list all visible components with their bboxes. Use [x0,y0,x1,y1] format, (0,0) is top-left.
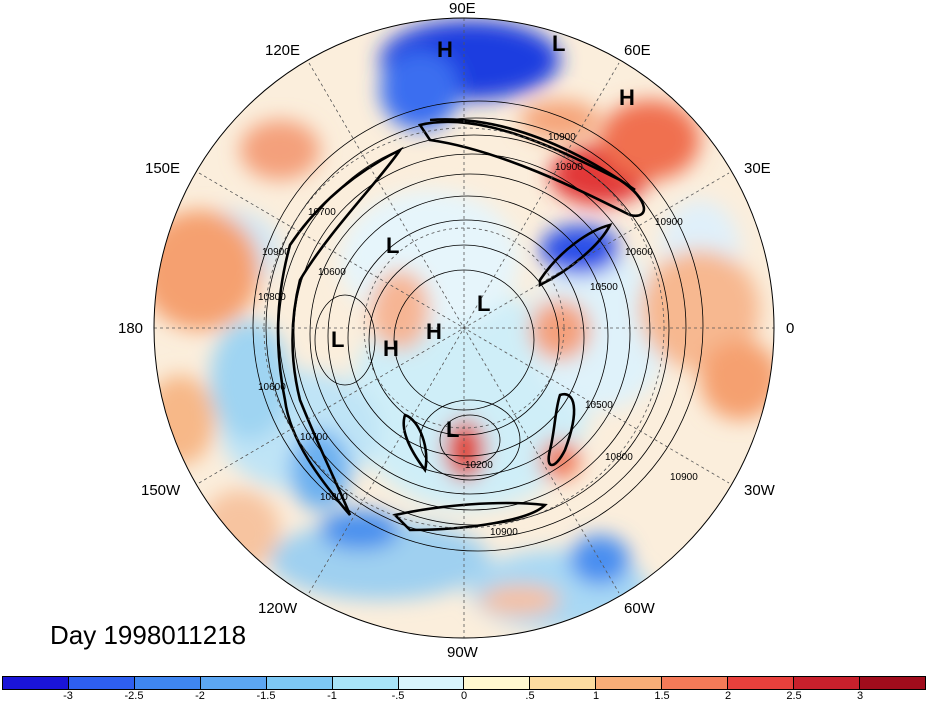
lon-label-60e: 60E [624,42,651,59]
pressure-center-label: L [386,233,400,258]
pressure-center-label: L [446,417,460,442]
colorbar-tick-label: -2.5 [124,690,144,702]
pressure-center-label: L [552,31,566,56]
contour-label: 10800 [605,452,633,463]
colorbar-tick-label: -.5 [391,690,405,702]
lon-label-30e: 30E [744,160,771,177]
colorbar-segment [464,677,531,689]
lon-label-0: 0 [786,320,795,337]
lon-label-120e: 120E [265,42,301,59]
contour-label: 10700 [300,432,328,443]
contour-label: 10800 [320,492,348,503]
contour-label: 10600 [258,382,286,393]
colorbar-tick-label: -1 [327,690,337,702]
colorbar-tick-label: 2 [724,690,732,702]
colorbar-tick-label: 1.5 [654,690,670,702]
colorbar-tick-label: -3 [63,690,73,702]
colorbar-segment [134,677,201,689]
colorbar-segment [728,677,795,689]
colorbar-tick-label: 2.5 [786,690,802,702]
lon-label-90w: 90W [447,644,478,661]
contour-label: 10900 [670,472,698,483]
graticule [154,18,774,638]
map-boundary [153,17,775,639]
pressure-center-label: L [477,291,491,316]
colorbar-tick-label: 0 [460,690,468,702]
pressure-center-label: H [426,319,442,344]
contour-label: 10700 [308,207,336,218]
pressure-center-label: H [619,85,635,110]
colorbar-segment [794,677,860,689]
contour-label: 10900 [548,132,576,143]
contour-label: 10200 [465,460,493,471]
anomaly-field [154,18,774,638]
pressure-center-label: H [383,336,399,361]
lon-label-60w: 60W [624,600,655,617]
contour-label: 10900 [555,162,583,173]
lon-label-150e: 150E [145,160,181,177]
contour-label: 10600 [625,247,653,258]
colorbar-tick-label: -2 [195,690,205,702]
colorbar-tick-label: 3 [856,690,864,702]
lon-label-120w: 120W [258,600,298,617]
colorbar-tick-label: -1.5 [256,690,276,702]
contour-label: 10500 [590,282,618,293]
colorbar-tick-label: 1 [592,690,600,702]
colorbar-segment [332,677,399,689]
colorbar [2,676,926,690]
colorbar-segment [3,677,69,689]
colorbar-segment [859,677,925,689]
colorbar-segment [530,677,597,689]
plot-title: Day 1998011218 [50,620,247,650]
lon-label-30w: 30W [744,482,775,499]
lon-label-150w: 150W [141,482,181,499]
colorbar-tick-label: .5 [525,690,535,702]
contour-label: 10900 [655,217,683,228]
colorbar-segment [662,677,729,689]
jet-contours [276,118,646,532]
contour-labels: 10900 10900 10700 10900 10600 10600 1050… [258,132,698,538]
colorbar-segment [200,677,267,689]
colorbar-segment [398,677,465,689]
colorbar-segment [266,677,333,689]
pressure-center-label: L [331,327,345,352]
contour-label: 10600 [318,267,346,278]
colorbar-segment [596,677,663,689]
lon-label-90e: 90E [449,0,476,17]
contour-label: 10900 [262,247,290,258]
pressure-center-label: H [437,37,453,62]
lon-label-180: 180 [118,320,144,337]
contour-label: 10500 [585,400,613,411]
contour-label: 10800 [258,292,286,303]
contour-label: 10900 [490,527,518,538]
colorbar-segment [68,677,135,689]
